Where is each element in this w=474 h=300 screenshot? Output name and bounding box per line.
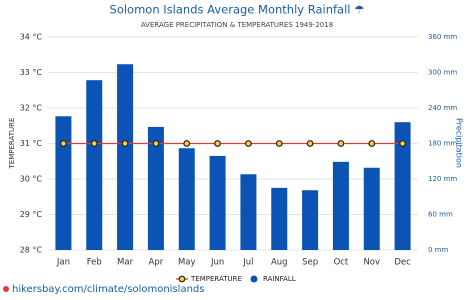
y2-tick-label: 0 mm xyxy=(428,246,448,254)
x-tick-label: Jun xyxy=(210,258,224,268)
bar xyxy=(147,126,164,250)
y-tick-label: 29 °C xyxy=(20,210,43,219)
x-tick-label: Jan xyxy=(56,258,70,268)
y-tick-label: 33 °C xyxy=(20,68,43,77)
line-point xyxy=(152,140,160,147)
line-point xyxy=(245,140,252,147)
footer[interactable]: hikersbay.com/climate/solomonislands xyxy=(12,284,204,295)
x-tick-label: Oct xyxy=(334,258,349,268)
y-tick-label: 31 °C xyxy=(20,139,43,148)
y2-tick-label: 240 mm xyxy=(428,104,457,112)
legend-label: RAINFALL xyxy=(263,275,296,283)
bar xyxy=(271,187,288,250)
y2-tick-label: 360 mm xyxy=(428,33,457,41)
line-point xyxy=(90,140,98,147)
x-tick-label: Sep xyxy=(302,258,318,268)
chart-title: Solomon Islands Average Monthly Rainfall… xyxy=(110,3,365,17)
bar xyxy=(117,64,134,250)
y2-tick-label: 300 mm xyxy=(428,69,457,77)
chart-subtitle: AVERAGE PRECIPITATION & TEMPERATURES 194… xyxy=(141,21,333,29)
x-tick-label: Nov xyxy=(363,258,380,268)
line-point xyxy=(183,140,191,147)
y-axis-label: TEMPERATURE xyxy=(8,118,16,170)
line-point xyxy=(275,140,283,147)
bar xyxy=(240,174,257,250)
location-icon xyxy=(3,286,9,292)
x-tick-label: Mar xyxy=(117,258,134,268)
line-point xyxy=(399,140,406,147)
bar xyxy=(302,190,319,250)
x-tick-label: May xyxy=(178,258,196,268)
line-point xyxy=(214,140,221,147)
bar xyxy=(55,116,72,251)
bar xyxy=(86,80,103,250)
y2-tick-label: 120 mm xyxy=(428,175,457,183)
y-tick-label: 28 °C xyxy=(20,246,43,255)
y2-tick-label: 60 mm xyxy=(428,211,453,219)
line-point xyxy=(60,140,67,147)
x-tick-label: Apr xyxy=(149,258,164,268)
bar xyxy=(363,167,380,250)
bar xyxy=(394,122,411,250)
legend-swatch xyxy=(250,275,258,283)
bar xyxy=(332,161,349,250)
line-point xyxy=(368,140,376,147)
x-tick-label: Jul xyxy=(242,258,253,268)
legend-swatch xyxy=(178,275,186,283)
x-tick-label: Aug xyxy=(271,258,288,268)
legend-label: TEMPERATURE xyxy=(190,275,242,283)
line-point xyxy=(306,140,314,147)
x-tick-label: Dec xyxy=(394,258,411,268)
bar xyxy=(178,148,195,250)
y2-tick-label: 180 mm xyxy=(428,140,457,148)
x-tick-label: Feb xyxy=(87,258,102,268)
y-tick-label: 30 °C xyxy=(20,175,43,184)
y-tick-label: 32 °C xyxy=(20,104,43,113)
line-point xyxy=(121,140,129,147)
y-tick-label: 34 °C xyxy=(20,33,43,42)
y2-axis-label: Precipitation xyxy=(455,118,464,168)
bar xyxy=(209,155,226,250)
line-point xyxy=(337,140,345,147)
